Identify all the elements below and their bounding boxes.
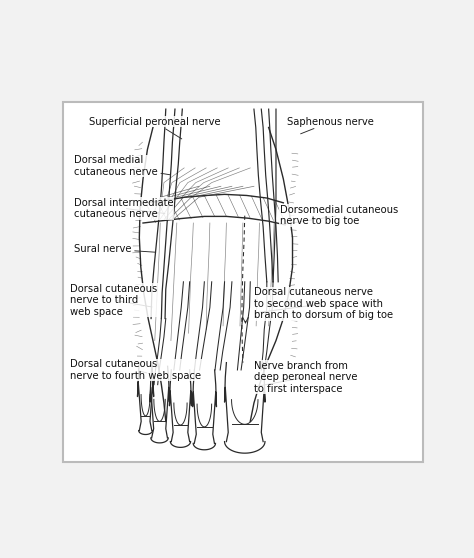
Text: Dorsal cutaneous
nerve to fourth web space: Dorsal cutaneous nerve to fourth web spa… [70, 359, 201, 381]
Text: Dorsal cutaneous nerve
to second web space with
branch to dorsum of big toe: Dorsal cutaneous nerve to second web spa… [254, 287, 393, 320]
Text: Nerve branch from
deep peroneal nerve
to first interspace: Nerve branch from deep peroneal nerve to… [254, 360, 357, 394]
Text: Sural nerve: Sural nerve [74, 244, 155, 254]
Polygon shape [139, 431, 153, 435]
Text: Dorsomedial cutaneous
nerve to big toe: Dorsomedial cutaneous nerve to big toe [280, 205, 398, 227]
Text: Dorsal medial
cutaneous nerve: Dorsal medial cutaneous nerve [74, 155, 170, 177]
FancyBboxPatch shape [63, 102, 423, 462]
Polygon shape [225, 441, 265, 453]
Polygon shape [170, 441, 191, 448]
Text: Saphenous nerve: Saphenous nerve [287, 117, 374, 134]
Text: Superficial peroneal nerve: Superficial peroneal nerve [89, 117, 220, 139]
Text: Dorsal cutaneous
nerve to third
web space: Dorsal cutaneous nerve to third web spac… [70, 283, 157, 317]
Polygon shape [193, 444, 216, 450]
Polygon shape [151, 438, 168, 443]
Text: Dorsal intermediate
cutaneous nerve: Dorsal intermediate cutaneous nerve [74, 198, 173, 219]
